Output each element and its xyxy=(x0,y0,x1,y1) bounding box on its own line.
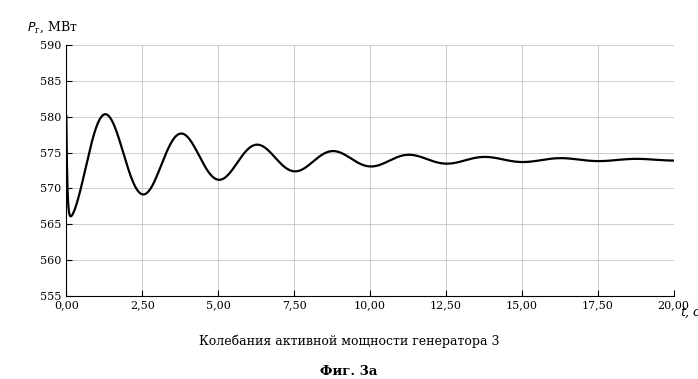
Text: $t$, с: $t$, с xyxy=(680,305,698,320)
Text: Фиг. 3а: Фиг. 3а xyxy=(320,365,378,378)
Text: Колебания активной мощности генератора 3: Колебания активной мощности генератора 3 xyxy=(199,334,499,348)
Text: $P_{\mathregular{г}}$, МВт: $P_{\mathregular{г}}$, МВт xyxy=(27,20,77,36)
